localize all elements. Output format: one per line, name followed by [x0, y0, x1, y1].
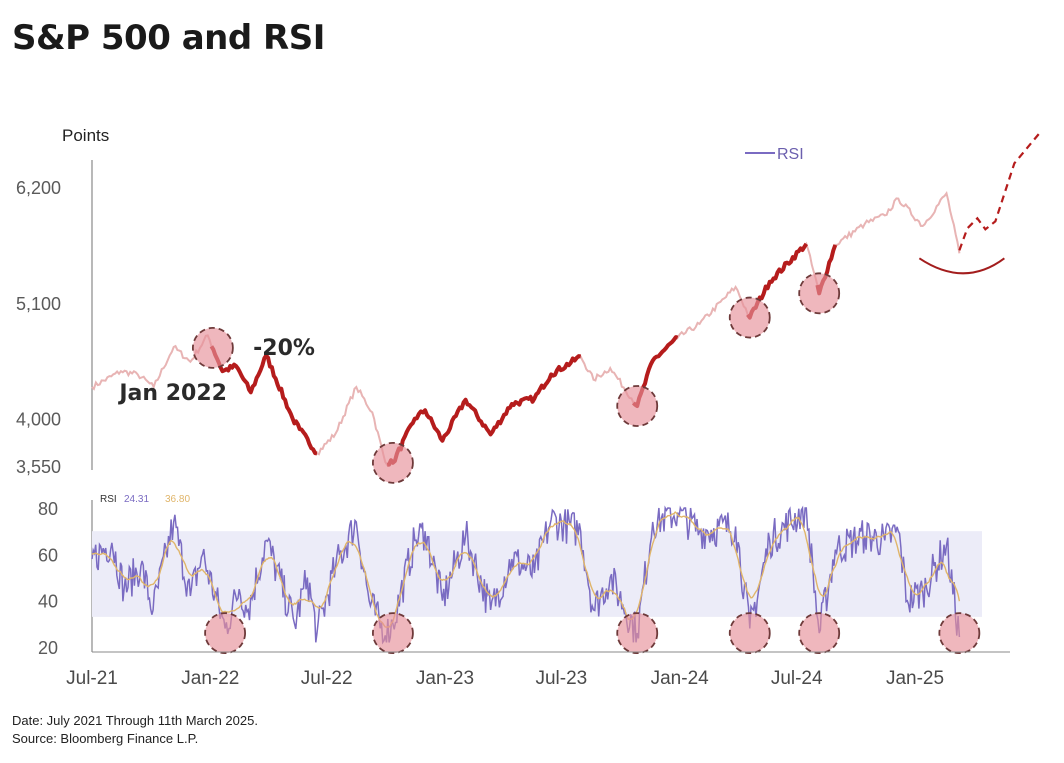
rsi-low-circle — [616, 612, 659, 654]
rsi-low-circle — [798, 612, 841, 654]
x-tick-label: Jan-23 — [416, 668, 474, 689]
rsi-low-circle — [372, 612, 414, 654]
price-low-circle — [798, 272, 841, 315]
price-low-circle — [191, 326, 234, 369]
legend-label-rsi: RSI — [777, 146, 804, 163]
price-y-tick-label: 3,550 — [16, 457, 61, 477]
chart-title: S&P 500 and RSI — [12, 18, 325, 58]
rsi-moving-average-line — [91, 511, 961, 629]
rsi-low-circle — [938, 612, 981, 654]
price-low-circle — [616, 385, 659, 427]
rsi-y-tick-label: 60 — [38, 545, 58, 565]
x-axis: Jul-21 Jan-22 Jul-22 Jan-23 Jul-23 Jan-24 Jul-… — [66, 651, 1010, 689]
rsi-band — [92, 531, 982, 617]
price-y-tick-label: 5,100 — [16, 294, 61, 314]
rsi-y-tick-label: 20 — [38, 638, 58, 658]
annotation-drawdown: -20% — [253, 336, 315, 361]
rsi-latest-value: 24.31 — [124, 494, 149, 505]
rsi-panel-label: RSI — [100, 494, 117, 505]
rsi-low-circle — [204, 612, 246, 654]
x-tick-label: Jan-22 — [181, 668, 239, 689]
forecast-dashed-line — [958, 132, 1041, 251]
rsi-y-tick-label: 80 — [38, 499, 58, 519]
footnote-source: Source: Bloomberg Finance L.P. — [12, 731, 199, 746]
x-tick-label: Jul-21 — [66, 668, 118, 689]
footnote-date: Date: July 2021 Through 11th March 2025. — [12, 713, 258, 728]
recovery-arc — [918, 257, 1005, 275]
price-y-tick-label: 4,000 — [16, 410, 61, 430]
x-tick-label: Jan-25 — [886, 668, 944, 689]
rsi-ma-latest-value: 36.80 — [165, 494, 190, 505]
price-y-tick-label: 6,200 — [16, 178, 61, 198]
price-low-circle — [372, 441, 414, 484]
rsi-y-tick-label: 40 — [38, 592, 58, 612]
price-panel: Points 3,550 4,000 5,100 6,200 RSI -20% Jan 202… — [16, 126, 1041, 484]
price-y-axis-title: Points — [62, 126, 109, 145]
chart-canvas: Points 3,550 4,000 5,100 6,200 RSI -20% Jan 202… — [16, 126, 1041, 689]
x-tick-label: Jan-24 — [651, 668, 710, 689]
price-low-circle — [728, 296, 771, 339]
x-tick-label: Jul-24 — [771, 668, 823, 689]
annotation-jan-2022: Jan 2022 — [117, 381, 227, 406]
x-tick-label: Jul-22 — [301, 668, 353, 689]
x-tick-label: Jul-23 — [535, 668, 587, 689]
rsi-low-circle — [728, 612, 771, 654]
sp500-highlight-segment — [209, 345, 318, 456]
rsi-panel: 20 40 60 80 RSI 24.31 36.80 — [38, 494, 982, 658]
sp500-highlight-segment — [386, 354, 582, 467]
sp500-line — [91, 190, 961, 466]
